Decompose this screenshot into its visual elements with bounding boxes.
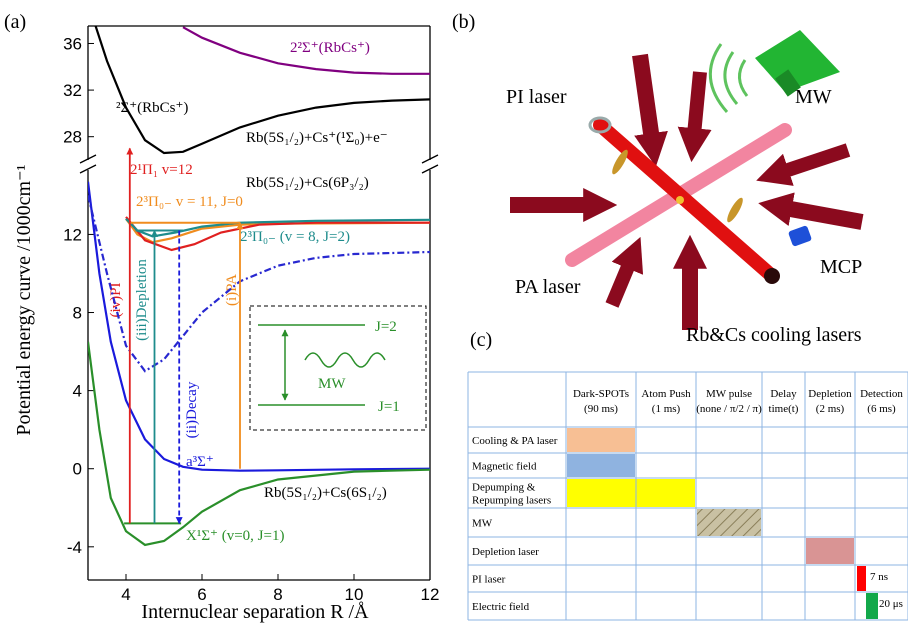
- annotation: X¹Σ⁺ (v=0, J=1): [186, 528, 284, 544]
- beam-cap: [764, 268, 780, 284]
- setup-label: PI laser: [506, 86, 567, 108]
- panel-b: PI laser MW MCP PA laser Rb&Cs cooling l…: [506, 30, 862, 346]
- panel-label: (b): [452, 11, 475, 33]
- annotation: Rb(5S₁/₂)+Cs(6S₁/₂): [264, 485, 387, 501]
- annotation: Rb(5S₁/₂)+Cs⁺(¹Σ₀)+e⁻: [246, 130, 388, 146]
- row-label: Depletion laser: [472, 546, 539, 558]
- setup-label: PA laser: [515, 276, 581, 298]
- column-header: (90 ms): [584, 403, 618, 415]
- lens: [725, 196, 746, 224]
- annotation: 2¹Π₁ v=12: [130, 162, 193, 178]
- row-label: Cooling & PA laser: [472, 435, 558, 447]
- mcp: [788, 225, 812, 247]
- y-tick-label: 32: [63, 81, 82, 100]
- y-axis-label: Potential energy curve /1000cm⁻¹: [13, 164, 35, 435]
- transition-label: (iii)Depletion: [134, 259, 150, 341]
- cooling-beam: [640, 55, 652, 140]
- column-header: Delay: [770, 388, 797, 400]
- column-header: Dark-SPOTs: [573, 388, 629, 400]
- column-header: (6 ms): [867, 403, 896, 415]
- inset: J=2 J=1 MW: [250, 306, 426, 430]
- figure: (a) (b) (c) Internuclear separation R /Å…: [0, 0, 908, 626]
- row-label: Magnetic field: [472, 461, 537, 473]
- y-tick-label: 0: [73, 460, 82, 479]
- cooling-beam: [612, 262, 630, 305]
- block: [866, 593, 878, 619]
- panel-label: (c): [470, 329, 492, 351]
- cooling-beam: [785, 208, 862, 222]
- x-tick-label: 6: [197, 585, 206, 604]
- setup-label: Rb&Cs cooling lasers: [686, 324, 862, 346]
- x-tick-label: 8: [273, 585, 282, 604]
- row-label: PI laser: [472, 574, 506, 586]
- column-header: time(t): [769, 403, 799, 415]
- y-tick-label: 8: [73, 304, 82, 323]
- y-tick-label: -4: [67, 538, 82, 557]
- column-header: (1 ms): [652, 403, 681, 415]
- x-tick-label: 12: [421, 585, 440, 604]
- panel-c: 7 ns 20 μs Dark-SPOTs (90 ms) Atom Push (1 …: [468, 372, 908, 620]
- cooling-beam: [694, 72, 700, 135]
- block: [567, 454, 635, 477]
- mw-wave: [710, 44, 747, 112]
- row-label: MW: [472, 518, 493, 530]
- inset-label: J=2: [375, 319, 397, 335]
- x-axis-label: Internuclear separation R /Å: [141, 601, 369, 623]
- column-header: Atom Push: [641, 388, 691, 400]
- row-label: Depumping &: [472, 482, 536, 494]
- inset-label: MW: [318, 376, 346, 392]
- transition-label: (ii)Decay: [184, 381, 200, 438]
- y-tick-label: 4: [73, 382, 82, 401]
- note: 20 μs: [879, 598, 903, 610]
- setup-label: MCP: [820, 256, 862, 278]
- transition-label: (i)PA: [224, 274, 240, 306]
- column-header: Depletion: [808, 388, 852, 400]
- y-tick-label: 28: [63, 128, 82, 147]
- column-header: MW pulse: [706, 388, 752, 400]
- column-header: (2 ms): [816, 403, 845, 415]
- annotation: 2³Π₀₋ (v = 8, J=2): [240, 229, 350, 245]
- y-tick-label: 12: [63, 225, 82, 244]
- inset-label: J=1: [378, 399, 400, 415]
- row-label: Repumping lasers: [472, 495, 551, 507]
- annotation: 2²Σ⁺(RbCs⁺): [290, 40, 370, 56]
- block: [806, 538, 854, 564]
- panel-label: (a): [4, 11, 26, 33]
- block: [567, 428, 635, 452]
- y-tick-label: 36: [63, 34, 82, 53]
- atoms: [676, 196, 684, 204]
- block: [567, 479, 695, 507]
- x-tick-label: 10: [345, 585, 364, 604]
- annotation: Rb(5S₁/₂)+Cs(6P₃/₂): [246, 175, 369, 191]
- x-tick-label: 4: [121, 585, 130, 604]
- block: [697, 509, 761, 536]
- column-header: (none / π/2 / π): [696, 403, 762, 415]
- block: [857, 566, 866, 591]
- annotation: 2³Π₀₋ v = 11, J=0: [136, 194, 243, 210]
- column-header: Detection: [860, 388, 903, 400]
- lens: [610, 148, 631, 176]
- cooling-beam: [782, 150, 848, 172]
- note: 7 ns: [870, 571, 888, 583]
- setup-label: MW: [795, 86, 832, 108]
- row-label: Electric field: [472, 601, 530, 613]
